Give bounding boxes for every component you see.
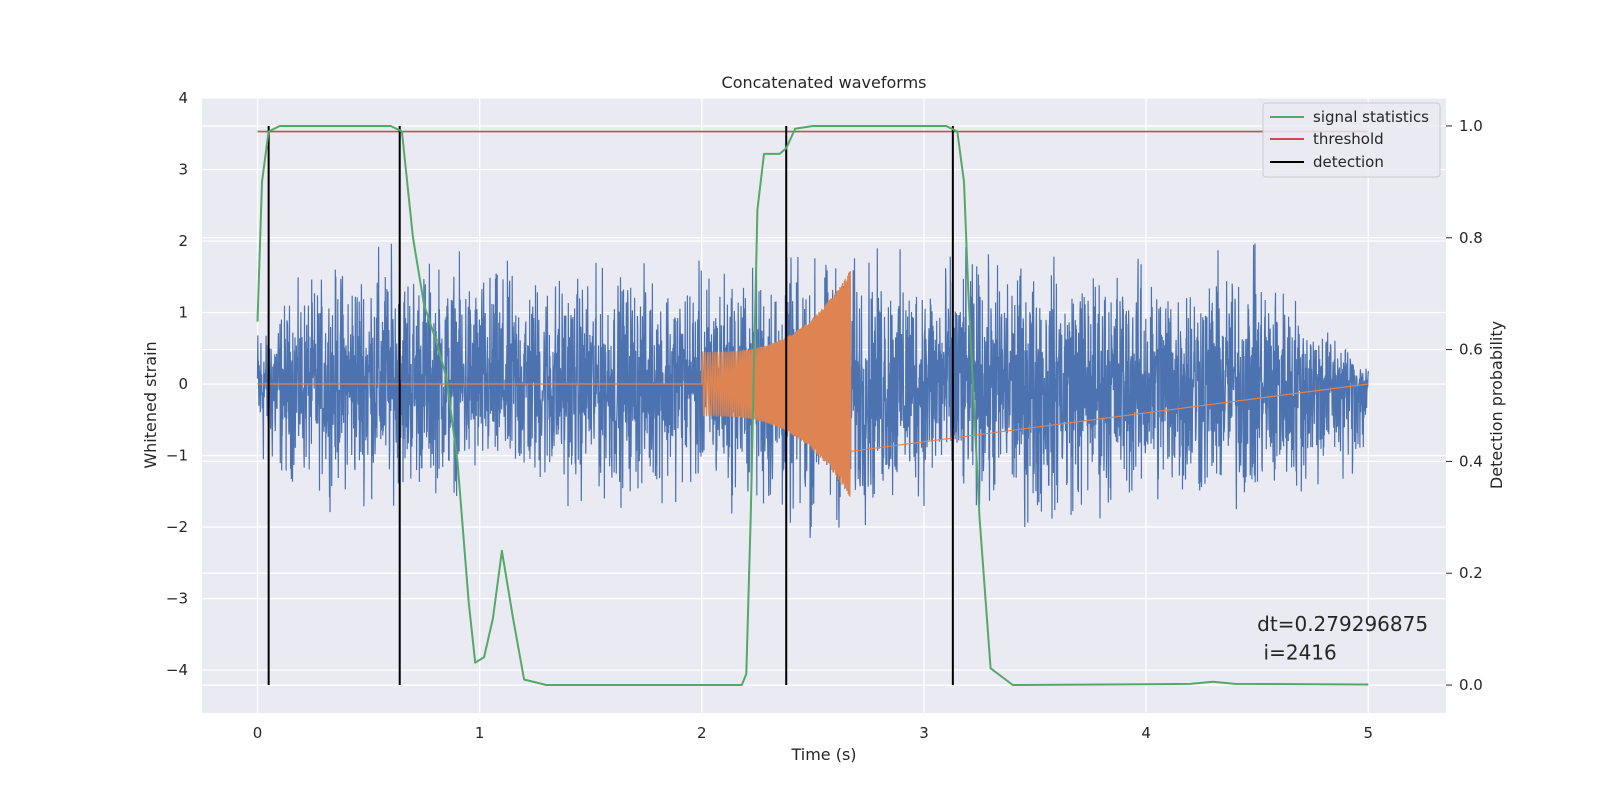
y-tick-label: −2: [166, 518, 188, 536]
legend-label-detection: detection: [1313, 153, 1384, 171]
series-layer: [256, 125, 1369, 686]
y-tick-label: −3: [166, 590, 188, 608]
y-tick-label: 3: [178, 161, 188, 179]
y-axis-label: Whitened strain: [141, 341, 160, 468]
y2-tick-label: 0.2: [1459, 564, 1483, 582]
legend-box: [1262, 102, 1441, 178]
annotation-i: i=2416: [1257, 640, 1337, 664]
legend-label-threshold: threshold: [1313, 130, 1384, 148]
y-tick-label: −1: [166, 447, 188, 465]
series-chirp-signal: [257, 271, 1369, 497]
y-tick-label: −4: [166, 661, 188, 679]
y-tick-label: 4: [178, 89, 188, 107]
series-signal-statistics: [256, 125, 1369, 686]
annotations: dt=0.279296875 i=2416: [1257, 612, 1428, 665]
x-axis-label: Time (s): [790, 745, 856, 764]
x-tick-label: 4: [1141, 724, 1151, 742]
x-tick-label: 5: [1363, 724, 1373, 742]
y-tick-label: 2: [178, 232, 188, 250]
axes: 0 1 2 3 4 5 −4 −3 −2 −1 0 1 2 3 4 0.0 0.2 0.4 0.6 0.8 1.0: [166, 89, 1483, 742]
y2-tick-label: 0.0: [1459, 676, 1483, 694]
x-tick-label: 2: [697, 724, 707, 742]
x-tick-label: 1: [475, 724, 485, 742]
legend-label-signal-statistics: signal statistics: [1313, 108, 1429, 126]
annotation-dt: dt=0.279296875: [1257, 612, 1428, 636]
y-tick-label: 1: [178, 304, 188, 322]
x-tick-label: 0: [253, 724, 263, 742]
x-tick-label: 3: [919, 724, 929, 742]
y-tick-label: 0: [178, 375, 188, 393]
legend: signal statistics threshold detection: [1262, 102, 1441, 178]
y2-tick-label: 0.6: [1459, 341, 1483, 359]
y2-axis-label: Detection probability: [1487, 321, 1506, 489]
y2-tick-label: 0.8: [1459, 229, 1483, 247]
y2-tick-label: 0.4: [1459, 452, 1483, 470]
y2-tick-label: 1.0: [1459, 117, 1483, 135]
chart-title: Concatenated waveforms: [722, 73, 927, 92]
